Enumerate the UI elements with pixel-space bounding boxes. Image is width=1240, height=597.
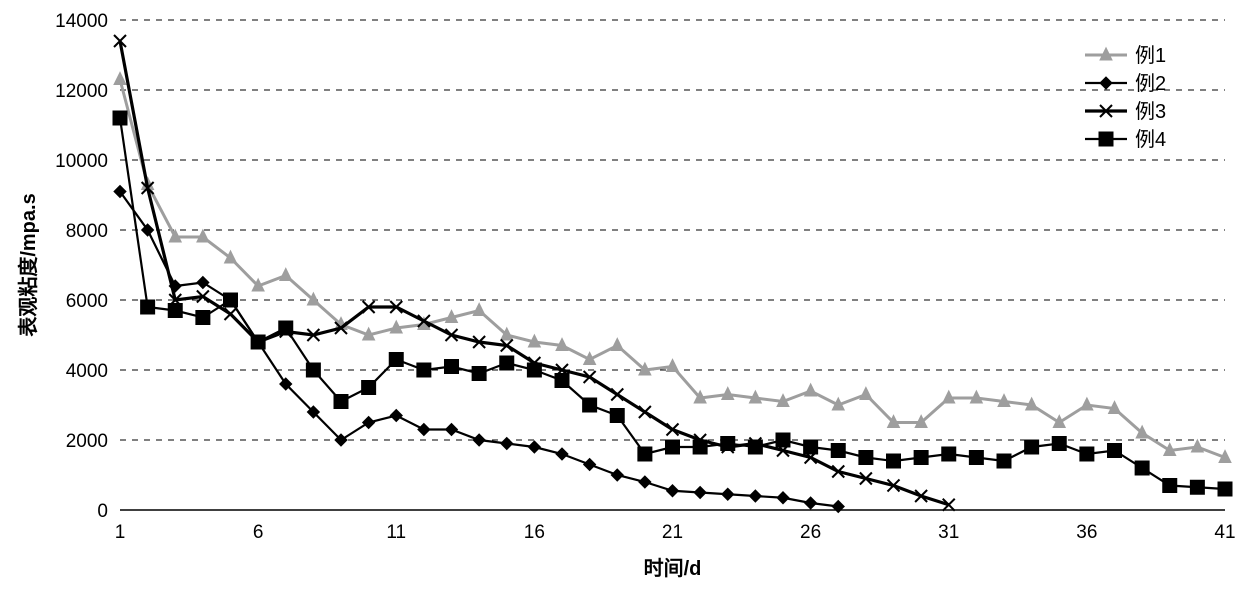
x-tick-label: 11 [386, 522, 406, 543]
y-tick-label: 2000 [66, 431, 108, 452]
x-tick-label: 1 [115, 522, 126, 543]
x-tick-label: 41 [1214, 522, 1235, 543]
x-tick-label: 6 [253, 522, 264, 543]
x-axis-title: 时间/d [644, 557, 702, 580]
y-tick-label: 4000 [66, 361, 108, 382]
x-tick-label: 26 [800, 522, 821, 543]
y-tick-label: 6000 [66, 291, 108, 312]
x-tick-label: 21 [662, 522, 683, 543]
y-tick-label: 12000 [55, 81, 108, 102]
x-tick-label: 36 [1076, 522, 1097, 543]
y-tick-label: 8000 [66, 221, 108, 242]
legend-label: 例1 [1135, 44, 1166, 67]
viscosity-vs-time-line-chart: 0200040006000800010000120001400016111621… [0, 0, 1240, 597]
legend-label: 例2 [1135, 72, 1166, 95]
x-tick-label: 31 [938, 522, 959, 543]
y-tick-label: 14000 [55, 11, 108, 32]
y-tick-label: 0 [97, 501, 108, 522]
x-tick-label: 16 [524, 522, 545, 543]
y-tick-label: 10000 [55, 151, 108, 172]
chart-container: 0200040006000800010000120001400016111621… [0, 0, 1240, 597]
legend-label: 例4 [1135, 128, 1166, 151]
y-axis-title: 表观粘度/mpa.s [16, 193, 40, 336]
legend-label: 例3 [1135, 100, 1166, 123]
